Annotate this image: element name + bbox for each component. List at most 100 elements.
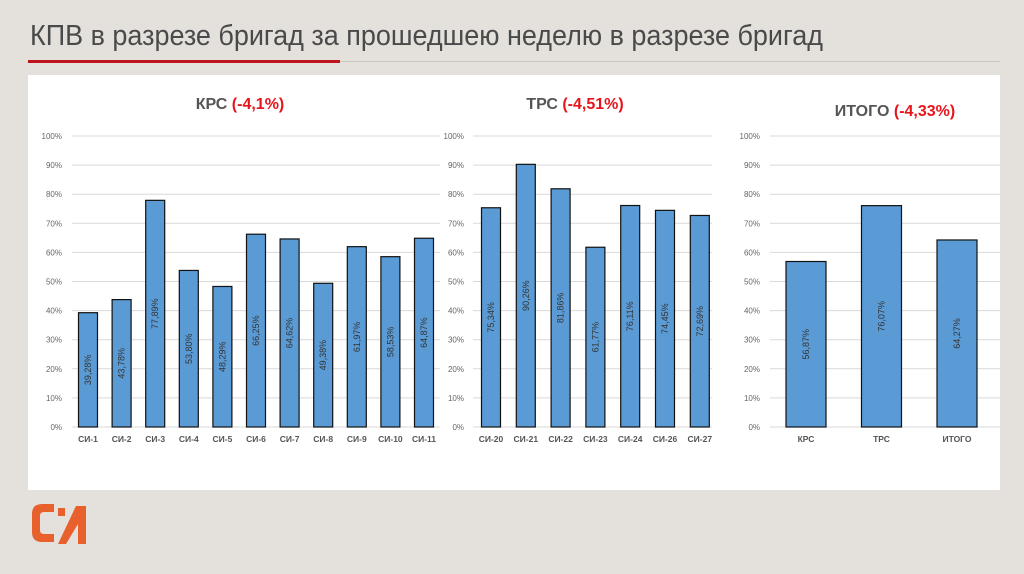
y-tick-label: 60% <box>46 248 62 257</box>
y-tick-label: 10% <box>448 394 464 403</box>
x-tick-label: СИ-3 <box>145 434 165 444</box>
y-tick-label: 100% <box>42 132 62 141</box>
y-tick-label: 90% <box>744 161 760 170</box>
data-label: 74,45% <box>660 303 670 334</box>
y-tick-label: 90% <box>448 161 464 170</box>
bar <box>313 282 334 428</box>
x-tick-label: КРС <box>798 434 815 444</box>
x-tick-label: СИ-1 <box>78 434 98 444</box>
y-tick-label: 30% <box>448 336 464 345</box>
y-tick-label: 10% <box>744 394 760 403</box>
title-underline-accent <box>28 60 340 63</box>
y-tick-label: 70% <box>744 219 760 228</box>
x-tick-label: СИ-8 <box>313 434 333 444</box>
data-label: 61,77% <box>590 322 600 353</box>
x-tick-label: СИ-4 <box>179 434 199 444</box>
bar <box>689 214 710 428</box>
y-tick-label: 0% <box>50 423 62 432</box>
bar <box>550 188 571 428</box>
chart-title-delta: (-4,33%) <box>894 103 955 120</box>
bar <box>785 260 827 428</box>
data-label: 49,38% <box>318 340 328 371</box>
chart-title-name: КРС <box>196 96 232 113</box>
data-label: 76,07% <box>877 301 887 332</box>
bar <box>77 312 99 428</box>
data-label: 81,86% <box>556 293 566 324</box>
chart-3: ИТОГО (-4,33%) 0% 10% 20% 30% 40% 50% 60% 70% 80%… <box>740 103 1000 444</box>
bar <box>620 204 641 428</box>
data-label: 43,78% <box>117 348 127 379</box>
y-tick-label: 20% <box>448 365 464 374</box>
data-label: 39,28% <box>83 355 93 386</box>
logo-dot <box>58 508 65 516</box>
chart-title-name: ИТОГО <box>835 103 894 120</box>
bar <box>178 269 199 428</box>
chart-2: ТРС (-4,51%) 0% 10% 20% 30% 40% 50% 60% 70% 80% 90… <box>444 96 713 444</box>
x-tick-label: СИ-23 <box>583 434 608 444</box>
y-tick-label: 50% <box>448 278 464 287</box>
bar <box>654 209 676 428</box>
data-label: 66,25% <box>251 315 261 346</box>
y-tick-label: 20% <box>46 365 62 374</box>
bar <box>515 163 536 428</box>
y-tick-label: 30% <box>46 336 62 345</box>
y-tick-label: 100% <box>740 132 760 141</box>
x-tick-label: СИ-21 <box>514 434 539 444</box>
data-label: 53,80% <box>184 333 194 364</box>
y-tick-label: 40% <box>46 307 62 316</box>
bar <box>212 285 233 428</box>
bar <box>413 237 435 428</box>
y-tick-label: 10% <box>46 394 62 403</box>
bar <box>936 239 978 428</box>
x-tick-label: ТРС <box>873 434 890 444</box>
data-label: 64,27% <box>952 318 962 349</box>
data-label: 75,34% <box>486 302 496 333</box>
slide-title: КПВ в разрезе бригад за прошедшею неделю… <box>30 20 823 52</box>
data-label: 64,62% <box>285 318 295 349</box>
data-label: 64,87% <box>419 317 429 348</box>
y-tick-label: 60% <box>744 248 760 257</box>
data-label: 77,89% <box>150 298 160 329</box>
chart-title-delta: (-4,51%) <box>562 96 623 113</box>
bar <box>480 207 502 428</box>
bar <box>145 199 166 428</box>
chart-1: КРС (-4,1%) 0% 10% 20% 30% 40% 50% 60% 70% 80% 90%… <box>42 96 440 444</box>
y-tick-label: 0% <box>748 423 760 432</box>
x-tick-label: СИ-2 <box>112 434 132 444</box>
bar <box>279 238 300 428</box>
chart-title-delta: (-4,1%) <box>232 96 284 113</box>
logo-i-shape <box>58 506 86 544</box>
data-label: 72,69% <box>695 306 705 337</box>
chart-title: ИТОГО (-4,33%) <box>835 103 955 120</box>
bar <box>860 205 903 428</box>
chart-title: ТРС (-4,51%) <box>526 96 623 113</box>
bar <box>346 246 367 428</box>
y-tick-label: 90% <box>46 161 62 170</box>
y-tick-label: 80% <box>46 190 62 199</box>
bar <box>585 246 606 428</box>
chart-title-name: ТРС <box>526 96 562 113</box>
data-label: 90,26% <box>521 280 531 311</box>
x-tick-label: СИ-27 <box>688 434 713 444</box>
y-tick-label: 80% <box>744 190 760 199</box>
x-tick-label: ИТОГО <box>942 434 971 444</box>
y-tick-label: 30% <box>744 336 760 345</box>
x-tick-label: СИ-26 <box>653 434 678 444</box>
x-tick-label: СИ-24 <box>618 434 643 444</box>
y-tick-label: 0% <box>452 423 464 432</box>
x-tick-label: СИ-5 <box>212 434 232 444</box>
company-logo <box>32 504 86 544</box>
data-label: 48,29% <box>217 341 227 372</box>
bar <box>380 256 401 428</box>
x-tick-label: СИ-20 <box>479 434 504 444</box>
y-tick-label: 40% <box>448 307 464 316</box>
title-underline-rule <box>340 61 1000 62</box>
y-tick-label: 20% <box>744 365 760 374</box>
data-label: 58,53% <box>385 327 395 358</box>
x-tick-label: СИ-11 <box>412 434 436 444</box>
data-label: 56,87% <box>801 329 811 360</box>
x-tick-label: СИ-7 <box>280 434 300 444</box>
y-tick-label: 70% <box>46 219 62 228</box>
y-tick-label: 100% <box>444 132 464 141</box>
